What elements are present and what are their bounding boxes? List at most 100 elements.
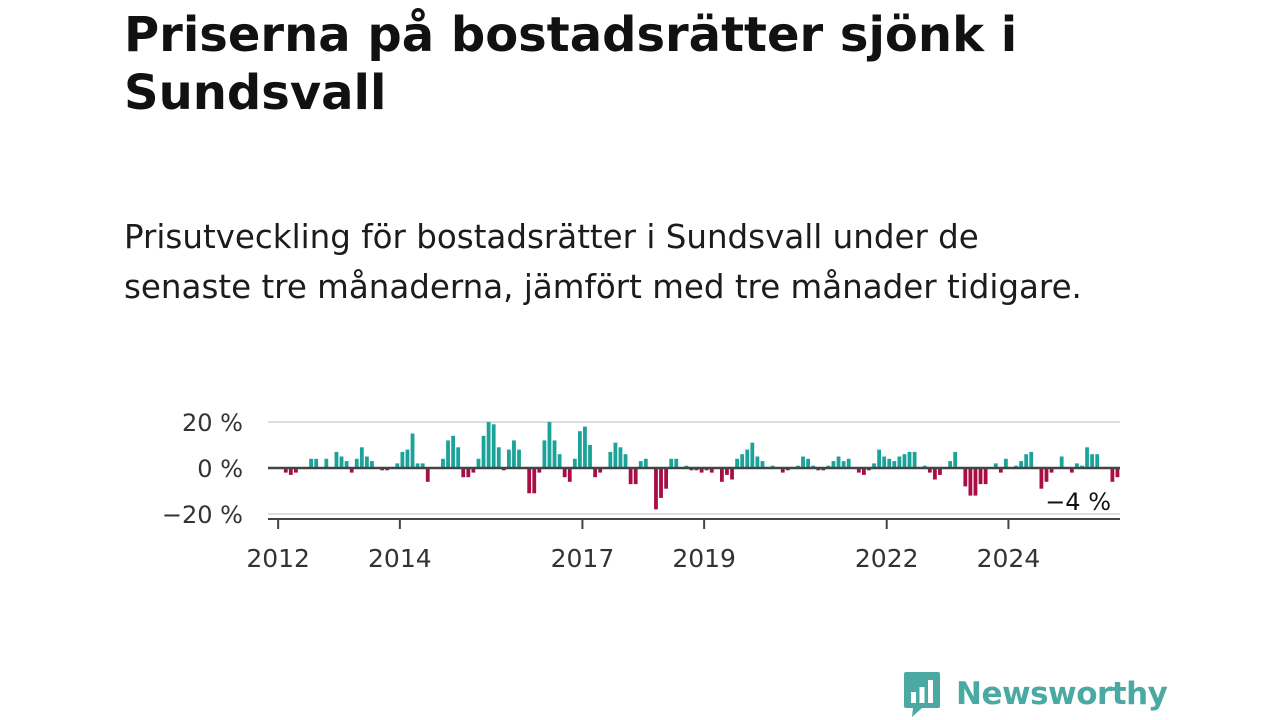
bar (1059, 456, 1064, 468)
bar (567, 468, 572, 482)
last-value-label: −4 % (1045, 488, 1111, 516)
bar (755, 456, 760, 468)
bar (593, 468, 598, 478)
bar (532, 468, 537, 494)
bar (699, 468, 704, 473)
bar (948, 461, 953, 468)
bar (420, 463, 425, 468)
bar (441, 458, 445, 468)
bar (446, 440, 450, 468)
bar (897, 456, 902, 468)
bar (856, 468, 861, 473)
bar (339, 456, 344, 468)
bar (1115, 468, 1120, 478)
y-tick-label: 0 % (197, 455, 243, 483)
bar (846, 458, 851, 468)
bar (643, 458, 648, 468)
bar (364, 456, 369, 468)
bar (1039, 468, 1044, 489)
bar (1090, 454, 1095, 468)
bar (998, 468, 1003, 473)
bar (730, 468, 734, 480)
bar (801, 456, 805, 468)
bar (709, 468, 714, 473)
bar (314, 458, 319, 468)
bar (588, 445, 592, 468)
bar (659, 468, 663, 498)
y-tick-label: 20 % (182, 409, 243, 437)
bar (973, 468, 978, 496)
bar (907, 451, 912, 468)
bar (537, 468, 542, 473)
bar (506, 449, 511, 468)
bar (841, 461, 846, 468)
bar-series (283, 422, 1120, 510)
bar (806, 458, 811, 468)
bar (1074, 463, 1079, 468)
bar (512, 440, 516, 468)
bar (359, 447, 364, 468)
bar (476, 458, 481, 468)
chart-title: Priserna på bostadsrätter sjönk i Sundsv… (124, 7, 1018, 121)
bar-chart-logo-icon (904, 672, 940, 717)
bar (466, 468, 471, 478)
bar (654, 468, 658, 510)
bar (927, 468, 932, 473)
bar (547, 422, 552, 468)
bar (334, 451, 339, 468)
bar (1003, 458, 1008, 468)
x-tick-label: 2022 (855, 544, 919, 573)
bar (664, 468, 669, 489)
bar (1049, 468, 1054, 473)
bar (628, 468, 633, 485)
bar (938, 468, 942, 475)
bar (1019, 461, 1024, 468)
bar (410, 433, 415, 468)
x-tick-label: 2024 (977, 544, 1041, 573)
bar (517, 449, 521, 468)
bar (572, 458, 577, 468)
x-tick-label: 2014 (368, 544, 432, 573)
bar (557, 454, 562, 468)
bar (1069, 468, 1074, 473)
bar (456, 447, 461, 468)
bar (598, 468, 603, 473)
bar (963, 468, 968, 487)
bar-chart: 20 % 0 % −20 %2012 2014 2017 2019 2022 2024−4 % (162, 409, 1120, 573)
bar (912, 451, 917, 468)
bar (831, 461, 836, 468)
bar (349, 468, 354, 473)
newsworthy-logo[interactable]: Newsworthy (902, 670, 1168, 718)
bar (577, 431, 582, 468)
bar (425, 468, 430, 482)
bar (395, 463, 400, 468)
bar (882, 456, 887, 468)
bar (1029, 451, 1034, 468)
bar (552, 440, 557, 468)
bar (451, 435, 456, 468)
bar (471, 468, 476, 473)
x-tick-label: 2012 (246, 544, 310, 573)
x-tick-label: 2017 (551, 544, 615, 573)
bar (415, 463, 420, 468)
bar (481, 435, 486, 468)
bar (983, 468, 988, 485)
bar (745, 449, 750, 468)
bar (527, 468, 532, 494)
bar (288, 468, 293, 475)
bar (953, 451, 958, 468)
bar (633, 468, 638, 485)
bar (370, 461, 374, 468)
bar (1024, 454, 1029, 468)
bar (669, 458, 674, 468)
bar (735, 458, 740, 468)
bar (293, 468, 298, 473)
bar (583, 426, 587, 468)
bar (932, 468, 937, 480)
bar (993, 463, 998, 468)
bar (1110, 468, 1115, 482)
bar (354, 458, 359, 468)
bar (780, 468, 785, 473)
bar (861, 468, 866, 475)
bar (725, 468, 729, 475)
